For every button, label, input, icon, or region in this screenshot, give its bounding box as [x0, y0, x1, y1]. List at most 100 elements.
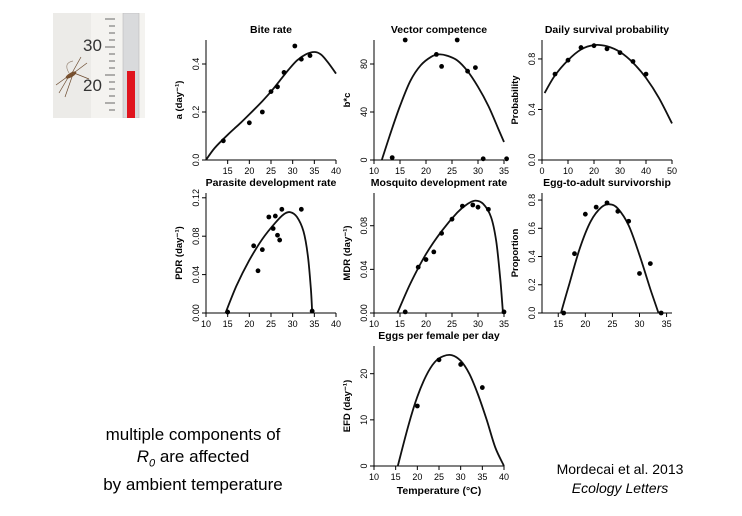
data-point: [604, 46, 610, 52]
data-point: [480, 156, 486, 162]
x-tick-label: 15: [553, 319, 563, 329]
panel-title: Parasite development rate: [206, 177, 337, 189]
data-point: [281, 70, 287, 75]
x-tick-label: 25: [447, 319, 457, 329]
x-tick-label: 40: [331, 166, 341, 176]
panel-title: Daily survival probability: [545, 24, 669, 36]
x-tick-label: 30: [615, 166, 625, 176]
ruler-label-30: 30: [83, 36, 102, 55]
data-point: [582, 211, 588, 217]
data-point: [225, 309, 231, 315]
y-tick-label: 0.0: [191, 154, 201, 167]
data-point: [259, 247, 265, 253]
data-point: [402, 37, 408, 43]
data-point: [486, 206, 491, 212]
data-point: [504, 156, 509, 162]
x-tick-label: 25: [607, 319, 617, 329]
x-tick-label: 30: [473, 166, 483, 176]
data-point: [604, 200, 610, 206]
x-tick-label: 15: [391, 472, 401, 482]
data-point: [552, 71, 558, 77]
y-axis-label: Proportion: [510, 229, 521, 278]
fit-curve: [205, 51, 337, 161]
ruler-label-20: 20: [83, 76, 102, 95]
data-point: [479, 385, 485, 390]
data-point: [389, 155, 395, 161]
x-tick-label: 30: [473, 319, 483, 329]
data-point: [268, 89, 274, 94]
data-point: [270, 226, 276, 231]
panel-daily-survival: Daily survival probability 0 10 20 30 40 50 0.0…: [510, 24, 677, 176]
panel-title: Egg-to-adult survivorship: [543, 177, 671, 189]
data-point: [275, 232, 280, 238]
x-tick-label: 10: [563, 166, 573, 176]
x-tick-label: 40: [499, 472, 509, 482]
x-tick-label: 25: [266, 166, 276, 176]
caption-line-3: by ambient temperature: [103, 475, 283, 495]
data-point: [561, 310, 567, 316]
data-point: [578, 45, 584, 50]
fit-curve: [560, 203, 660, 314]
x-tick-label: 25: [434, 472, 444, 482]
data-point: [454, 37, 460, 43]
data-point: [307, 53, 313, 58]
data-point: [458, 362, 464, 367]
y-tick-label: 40: [359, 107, 369, 117]
y-axis-label: PDR (day⁻¹): [174, 226, 185, 280]
y-tick-label: 0.04: [191, 266, 201, 284]
x-tick-label: 40: [331, 319, 341, 329]
data-point: [423, 257, 429, 262]
data-point: [298, 56, 304, 62]
x-tick-label: 10: [369, 319, 379, 329]
x-tick-label: 35: [662, 319, 672, 329]
data-point: [460, 203, 465, 209]
y-tick-label: 0: [359, 157, 369, 162]
x-tick-label: 35: [309, 319, 319, 329]
x-tick-label: 20: [412, 472, 422, 482]
x-tick-label: 10: [369, 472, 379, 482]
fit-curve: [396, 353, 505, 467]
y-tick-label: 0.0: [527, 307, 537, 320]
data-point: [439, 64, 444, 69]
panel-title: Bite rate: [250, 24, 292, 36]
y-axis-label: b*c: [342, 93, 353, 108]
data-point: [272, 213, 278, 219]
panel-vector-competence: Vector competence 10 15 20 25 30 35 0 40 80 b*c: [342, 24, 509, 176]
data-point: [309, 308, 315, 314]
data-point: [637, 271, 642, 276]
data-point: [630, 59, 636, 64]
y-tick-label: 0.08: [359, 217, 369, 235]
data-point: [565, 57, 571, 63]
x-tick-label: 30: [288, 166, 298, 176]
x-tick-label: 20: [421, 319, 431, 329]
data-point: [658, 310, 664, 316]
data-point: [415, 264, 421, 270]
fit-curve: [224, 211, 314, 314]
data-point: [591, 43, 597, 49]
data-point: [449, 216, 455, 222]
r0-symbol: R: [136, 447, 149, 466]
panel-parasite-development: Parasite development rate 10 15 20 25 30 35 40 0…: [174, 177, 341, 329]
data-point: [298, 206, 304, 212]
fit-curve: [396, 199, 504, 314]
panel-title: Vector competence: [391, 24, 487, 36]
data-point: [626, 218, 632, 224]
x-tick-label: 25: [266, 319, 276, 329]
x-tick-label: 15: [223, 319, 233, 329]
fit-curve: [543, 43, 673, 124]
data-point: [292, 43, 298, 49]
data-point: [434, 52, 439, 57]
x-tick-label: 35: [477, 472, 487, 482]
data-point: [275, 84, 280, 90]
x-tick-label: 35: [309, 166, 319, 176]
y-axis-label: Probability: [510, 75, 521, 125]
y-tick-label: 0.08: [191, 227, 201, 245]
panel-title: Eggs per female per day: [378, 330, 500, 342]
y-tick-label: 0.8: [527, 194, 537, 207]
x-tick-label: 0: [539, 166, 544, 176]
caption-line-2-rest: are affected: [155, 447, 250, 466]
y-tick-label: 0.8: [527, 53, 537, 66]
y-tick-label: 0: [359, 463, 369, 468]
caption-line-2: R0 are affected: [62, 446, 324, 474]
